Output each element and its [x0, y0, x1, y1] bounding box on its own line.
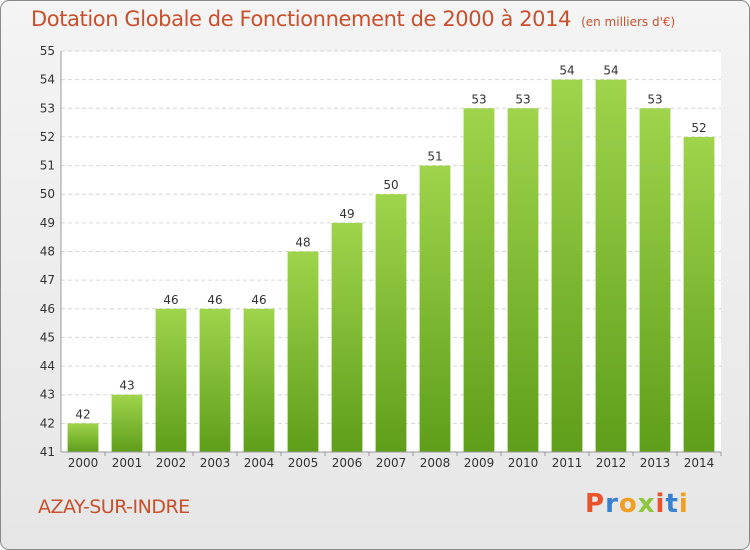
- x-tick-label-2000: 2000: [68, 456, 99, 470]
- bar-2002: [155, 308, 187, 452]
- bar-2010: [507, 108, 539, 453]
- bar-2003: [199, 308, 231, 452]
- bar-2013: [639, 108, 671, 453]
- chart-title: Dotation Globale de Fonctionnement de 20…: [31, 7, 675, 31]
- logo-letter: i: [655, 489, 666, 519]
- x-tick-label-2009: 2009: [464, 456, 495, 470]
- bar-2007: [375, 194, 407, 452]
- y-tick-label: 44: [40, 359, 55, 373]
- x-tick-label-2010: 2010: [508, 456, 539, 470]
- y-tick-label: 52: [40, 130, 55, 144]
- y-tick-label: 51: [40, 159, 55, 173]
- y-tick-label: 54: [40, 73, 55, 87]
- bar-2008: [419, 165, 451, 453]
- data-label-2012: 54: [603, 64, 618, 78]
- logo-letter: P: [585, 489, 606, 519]
- y-tick-label: 41: [40, 445, 55, 459]
- bar-2004: [243, 308, 275, 452]
- data-label-2011: 54: [559, 64, 574, 78]
- bar-2012: [595, 79, 627, 453]
- data-label-2000: 42: [75, 407, 90, 421]
- x-tick-label-2007: 2007: [376, 456, 407, 470]
- place-name: AZAY-SUR-INDRE: [38, 496, 190, 518]
- x-axis: 2000 2001 2002 2003 2004 2005 2006 2007 2008 2009…: [61, 451, 722, 470]
- data-label-2008: 51: [427, 150, 442, 164]
- bars: 42 43 46 46 46 48 49 50 51 53 53 54 54 53 52: [67, 64, 715, 453]
- y-tick-label: 42: [40, 416, 55, 430]
- x-tick-label-2012: 2012: [596, 456, 627, 470]
- data-label-2013: 53: [647, 92, 662, 106]
- x-tick-label-2001: 2001: [112, 456, 143, 470]
- y-tick-label: 46: [40, 302, 55, 316]
- x-tick-label-2008: 2008: [420, 456, 451, 470]
- x-tick-label-2011: 2011: [552, 456, 583, 470]
- data-label-2002: 46: [163, 293, 178, 307]
- y-tick-label: 48: [40, 245, 55, 259]
- y-tick-label: 49: [40, 216, 55, 230]
- data-label-2001: 43: [119, 379, 134, 393]
- data-label-2003: 46: [207, 293, 222, 307]
- x-tick-label-2006: 2006: [332, 456, 363, 470]
- y-tick-label: 43: [40, 388, 55, 402]
- logo-letter: i: [678, 489, 689, 519]
- logo-letter: o: [618, 489, 638, 519]
- x-tick-label-2003: 2003: [200, 456, 231, 470]
- logo-letter: r: [605, 489, 619, 519]
- x-tick-label-2014: 2014: [684, 456, 715, 470]
- data-label-2007: 50: [383, 178, 398, 192]
- bar-2006: [331, 222, 363, 452]
- y-tick-label: 47: [40, 273, 55, 287]
- y-axis: 41 42 43 44 45 46 47 48 49 50 51 52 53 54 55: [40, 44, 62, 459]
- bar-2005: [287, 251, 319, 452]
- x-tick-label-2002: 2002: [156, 456, 187, 470]
- y-tick-label: 45: [40, 330, 55, 344]
- logo-letter: x: [637, 489, 656, 519]
- data-label-2014: 52: [691, 121, 706, 135]
- bar-2009: [463, 108, 495, 453]
- logo-letter: t: [665, 489, 679, 519]
- y-tick-label: 55: [40, 44, 55, 58]
- data-label-2006: 49: [339, 207, 354, 221]
- x-tick-label-2005: 2005: [288, 456, 319, 470]
- x-tick-label-2013: 2013: [640, 456, 671, 470]
- data-label-2004: 46: [251, 293, 266, 307]
- data-label-2005: 48: [295, 236, 310, 250]
- y-tick-label: 53: [40, 101, 55, 115]
- data-label-2009: 53: [471, 92, 486, 106]
- bar-2011: [551, 79, 583, 453]
- x-tick-label-2004: 2004: [244, 456, 275, 470]
- chart-title-text: Dotation Globale de Fonctionnement de 20…: [31, 7, 572, 31]
- bar-2000: [67, 423, 99, 452]
- proxiti-logo: Proxiti: [585, 489, 689, 519]
- bar-2014: [683, 136, 715, 452]
- y-tick-label: 50: [40, 187, 55, 201]
- bar-2001: [111, 394, 143, 452]
- data-label-2010: 53: [515, 92, 530, 106]
- chart-subtitle: (en milliers d'€): [581, 15, 676, 29]
